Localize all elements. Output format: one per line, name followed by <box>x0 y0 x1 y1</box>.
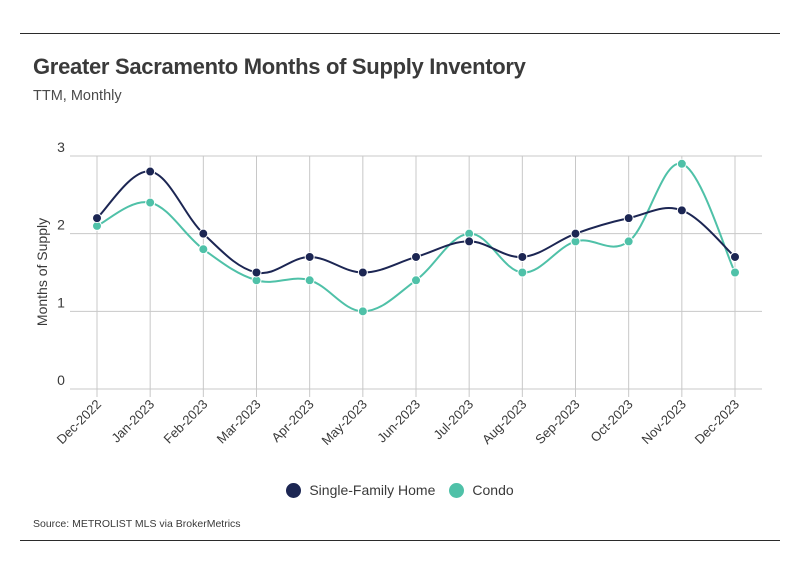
legend-item-condo: Condo <box>449 482 514 498</box>
single-family-point <box>730 251 740 262</box>
legend-swatch-condo <box>449 482 465 498</box>
single-family-point <box>251 267 262 278</box>
x-tick-label: Jan-2023 <box>108 397 157 446</box>
x-tick-label: Oct-2023 <box>587 397 635 445</box>
condo-point <box>730 267 740 278</box>
top-rule <box>20 33 780 34</box>
single-family-point <box>92 213 102 224</box>
x-tick-label: Apr-2023 <box>268 397 316 445</box>
x-tick-label: Sep-2023 <box>532 397 582 447</box>
x-tick-label: Jul-2023 <box>430 397 476 443</box>
x-axis-ticks: Dec-2022 Jan-2023 Feb-2023 Mar-2023 Apr-2023… <box>54 397 742 448</box>
condo-point <box>304 275 315 286</box>
x-tick-label: Dec-2023 <box>692 397 742 447</box>
chart-subtitle: TTM, Monthly <box>33 88 122 104</box>
y-axis-label: Months of Supply <box>34 218 50 326</box>
y-tick-label: 3 <box>57 139 65 155</box>
x-tick-label: Jun-2023 <box>374 397 423 446</box>
legend-label-condo: Condo <box>472 482 514 498</box>
x-tick-label: Mar-2023 <box>214 397 264 447</box>
single-family-point <box>304 251 315 262</box>
single-family-point <box>676 205 687 216</box>
condo-point <box>357 306 368 317</box>
single-family-point <box>145 166 156 177</box>
single-family-point <box>464 236 475 247</box>
x-tick-label: Dec-2022 <box>54 397 104 447</box>
single-family-point <box>623 213 634 224</box>
single-family-point <box>570 228 581 239</box>
condo-point <box>623 236 634 247</box>
y-tick-label: 0 <box>57 372 65 388</box>
series-points <box>92 158 740 317</box>
y-axis-ticks: 0 1 2 3 <box>57 139 65 388</box>
single-family-point <box>517 251 528 262</box>
legend: Single-Family Home Condo <box>0 482 800 498</box>
single-family-point <box>411 251 421 262</box>
legend-label-single-family: Single-Family Home <box>309 482 436 498</box>
x-tick-label: Nov-2023 <box>638 397 688 447</box>
condo-point <box>517 267 528 278</box>
condo-point <box>198 244 209 255</box>
condo-point <box>676 158 687 169</box>
y-tick-label: 1 <box>57 294 65 310</box>
legend-swatch-single-family <box>286 482 302 498</box>
x-tick-label: Aug-2023 <box>479 397 529 447</box>
chart-title: Greater Sacramento Months of Supply Inve… <box>33 54 526 79</box>
single-family-point <box>198 228 209 239</box>
condo-point <box>145 197 156 208</box>
condo-point <box>411 275 421 286</box>
bottom-rule <box>20 540 780 541</box>
legend-item-single-family: Single-Family Home <box>286 482 435 498</box>
x-tick-label: May-2023 <box>318 397 369 448</box>
single-family-point <box>357 267 368 278</box>
x-tick-label: Feb-2023 <box>160 397 210 447</box>
y-tick-label: 2 <box>57 217 65 233</box>
source-note: Source: METROLIST MLS via BrokerMetrics <box>33 518 241 530</box>
